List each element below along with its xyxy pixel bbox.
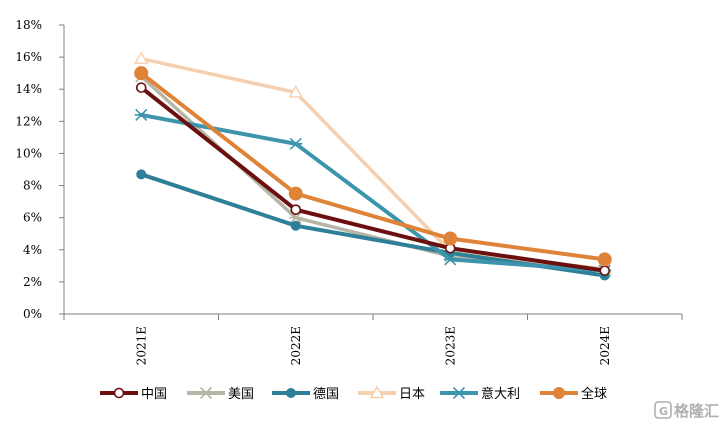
y-tick-label: 4% <box>23 243 42 257</box>
series-layer <box>134 51 612 281</box>
data-point <box>288 186 303 201</box>
marker-dot <box>597 252 612 267</box>
axes: 0% 2% 4% 6% 8% 10% 12% 14% 16% 18% 2021E 2022E 2023E… <box>15 18 683 365</box>
marker-triangle <box>288 85 303 98</box>
legend-item: 日本 <box>358 385 425 402</box>
legend-item: 美国 <box>187 386 254 402</box>
legend-label: 全球 <box>581 386 607 402</box>
y-tick-label: 16% <box>15 50 42 64</box>
marker-triangle <box>134 51 149 64</box>
marker-dot <box>290 204 302 215</box>
marker-triangle <box>369 385 385 399</box>
legend-item: 意大利 <box>440 386 520 402</box>
marker-dot <box>113 387 125 399</box>
y-tick-label: 14% <box>15 82 42 96</box>
data-point <box>443 231 458 246</box>
series-line <box>139 85 607 273</box>
y-tick-label: 18% <box>15 18 42 32</box>
watermark: G 格隆汇 <box>654 401 719 420</box>
data-point <box>134 51 149 64</box>
marker-dot <box>136 169 147 180</box>
watermark-text: 格隆汇 <box>674 402 719 420</box>
marker-dot <box>286 388 296 398</box>
data-point <box>136 169 147 180</box>
series-4 <box>135 82 611 276</box>
legend-swatch-marker <box>286 388 296 398</box>
y-tick-label: 6% <box>23 211 42 225</box>
series-5 <box>134 66 612 267</box>
marker-dot <box>135 82 147 93</box>
g-logo-letter: G <box>659 405 668 418</box>
legend-label: 德国 <box>313 387 339 402</box>
legend-item: 全球 <box>540 386 607 402</box>
legend: 中国 美国 德国 日本 意大利 全球 <box>100 385 607 402</box>
data-point <box>443 253 457 266</box>
g-logo-icon <box>654 401 672 419</box>
series-line <box>139 71 607 262</box>
y-tick-label: 2% <box>23 275 42 289</box>
data-point <box>288 85 303 98</box>
x-tick-label: 2023E <box>443 326 457 365</box>
data-point <box>134 66 149 81</box>
marker-dot <box>599 265 611 276</box>
y-tick-label: 10% <box>15 146 42 160</box>
legend-item: 德国 <box>272 387 339 402</box>
legend-swatch-marker <box>199 386 213 400</box>
legend-swatch-marker <box>369 385 385 399</box>
legend-label: 日本 <box>399 387 425 402</box>
data-point <box>135 82 147 93</box>
legend-item: 中国 <box>100 387 167 402</box>
data-point <box>289 137 303 150</box>
y-tick-label: 8% <box>23 179 42 193</box>
x-tick-label: 2021E <box>134 326 148 365</box>
data-point <box>599 265 611 276</box>
series-line <box>139 112 607 273</box>
marker-dot <box>443 231 458 246</box>
legend-label: 美国 <box>228 387 254 402</box>
data-point <box>290 204 302 215</box>
y-tick-label: 12% <box>15 114 42 128</box>
marker-dot <box>553 387 565 399</box>
legend-swatch-marker <box>553 387 565 399</box>
data-point <box>289 211 303 224</box>
y-tick-label: 0% <box>23 307 42 321</box>
marker-dot <box>288 186 303 201</box>
marker-dot <box>134 66 149 81</box>
x-tick-label: 2022E <box>289 326 303 365</box>
legend-swatch-marker <box>452 386 466 400</box>
data-point <box>597 252 612 267</box>
series-3 <box>134 108 612 277</box>
legend-swatch-marker <box>113 387 125 399</box>
marker-dot <box>290 220 301 231</box>
data-point <box>134 108 148 121</box>
legend-label: 意大利 <box>481 386 520 402</box>
legend-label: 中国 <box>141 387 167 402</box>
data-point <box>290 220 301 231</box>
x-tick-label: 2024E <box>598 326 612 365</box>
